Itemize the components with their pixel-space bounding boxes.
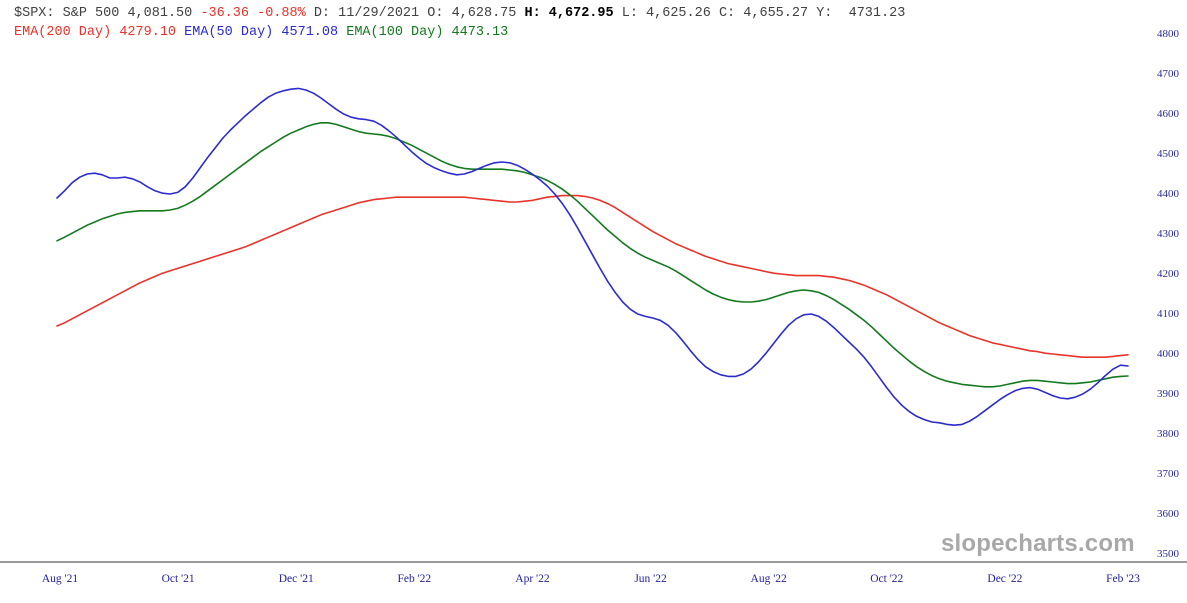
open-value: 4,628.75 — [451, 6, 517, 21]
ema200-value: 4279.10 — [119, 25, 177, 40]
quote-row-price: $SPX: S&P 500 4,081.50 -36.36 -0.88% D: … — [14, 4, 905, 23]
close-value: 4,655.27 — [743, 6, 809, 21]
y-tick-4000: 4000 — [1157, 348, 1179, 360]
x-axis-line — [0, 561, 1187, 563]
low-label: L: — [621, 6, 638, 21]
prev-close-value: 4731.23 — [848, 6, 906, 21]
y-tick-3600: 3600 — [1157, 508, 1179, 520]
y-tick-4800: 4800 — [1157, 28, 1179, 40]
ema50-label[interactable]: EMA(50 Day) — [184, 25, 274, 40]
open-label: O: — [427, 6, 444, 21]
x-tick-dec21: Dec '21 — [278, 573, 314, 585]
ema100-value: 4473.13 — [451, 25, 509, 40]
series-group — [56, 87, 1129, 427]
y-tick-4300: 4300 — [1157, 228, 1179, 240]
x-tick-dec22: Dec '22 — [987, 573, 1023, 585]
y-tick-3700: 3700 — [1157, 468, 1179, 480]
price-change: -36.36 — [200, 6, 249, 21]
series-line-ema-50-day — [56, 87, 1129, 427]
price-change-percent: -0.88% — [257, 6, 306, 21]
low-value: 4,625.26 — [646, 6, 711, 21]
last-price: 4,081.50 — [127, 6, 193, 21]
x-tick-oct21: Oct '21 — [161, 573, 195, 585]
watermark-slopecharts: slopecharts.com — [941, 530, 1135, 557]
x-tick-feb22: Feb '22 — [397, 573, 432, 585]
x-tick-apr22: Apr '22 — [515, 573, 550, 585]
high-value: 4,672.95 — [548, 6, 614, 21]
prev-close-label: Y: — [816, 6, 833, 21]
ema50-value: 4571.08 — [281, 25, 339, 40]
quote-legend: $SPX: S&P 500 4,081.50 -36.36 -0.88% D: … — [14, 4, 905, 42]
y-tick-4500: 4500 — [1157, 148, 1179, 160]
x-tick-aug21: Aug '21 — [41, 573, 79, 585]
instrument-name: S&P 500 — [62, 6, 120, 21]
y-tick-4400: 4400 — [1157, 188, 1179, 200]
x-tick-oct22: Oct '22 — [870, 573, 904, 585]
y-tick-3800: 3800 — [1157, 428, 1179, 440]
x-tick-feb23: Feb '23 — [1106, 573, 1140, 585]
y-tick-3500: 3500 — [1157, 548, 1179, 560]
series-line-ema-200-day — [56, 194, 1129, 359]
y-tick-4700: 4700 — [1157, 68, 1179, 80]
series-line-ema-100-day — [56, 122, 1129, 388]
x-tick-aug22: Aug '22 — [750, 573, 787, 585]
date-label: D: — [313, 6, 331, 21]
date-value: 11/29/2021 — [338, 6, 420, 21]
y-tick-4100: 4100 — [1157, 308, 1179, 320]
x-tick-jun22: Jun '22 — [634, 573, 667, 585]
y-tick-4600: 4600 — [1157, 108, 1179, 120]
ema100-label[interactable]: EMA(100 Day) — [346, 25, 444, 40]
y-tick-3900: 3900 — [1157, 388, 1179, 400]
high-label: H: — [524, 6, 541, 21]
symbol-label: $SPX: — [14, 6, 55, 21]
close-label: C: — [718, 6, 736, 21]
y-tick-4200: 4200 — [1157, 268, 1179, 280]
ema200-label[interactable]: EMA(200 Day) — [14, 25, 112, 40]
quote-row-indicators: EMA(200 Day) 4279.10 EMA(50 Day) 4571.08… — [14, 23, 905, 42]
